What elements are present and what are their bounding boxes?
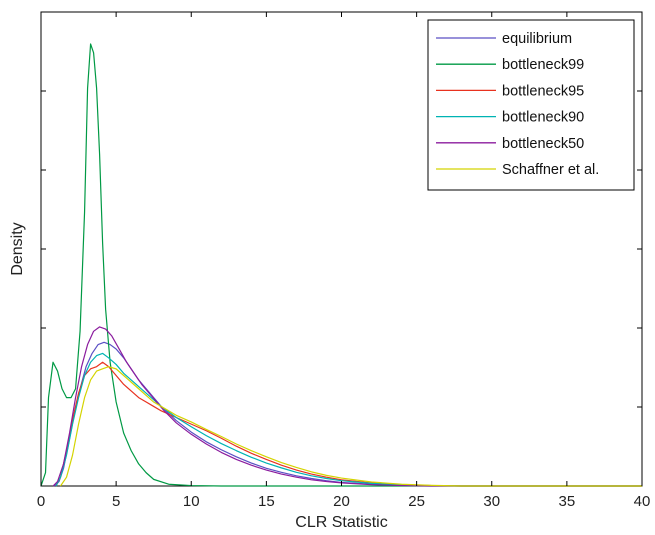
legend-label: equilibrium [502,31,572,47]
series-line-bottleneck95 [55,361,642,487]
legend-label: Schaffner et al. [502,162,599,178]
legend: equilibrium bottleneck99 bottleneck95 bottl… [427,19,635,191]
x-tick-label: 35 [559,493,576,510]
x-tick-label: 25 [408,493,425,510]
x-tick-label: 20 [333,493,350,510]
x-tick-label: 10 [183,493,200,510]
x-tick-label: 5 [112,493,120,510]
legend-label: bottleneck99 [502,57,584,73]
series-line-bottleneck99 [40,43,642,487]
axis-ticks [40,12,643,486]
series-line-schaffner-et-al [60,366,642,487]
legend-label: bottleneck90 [502,110,584,126]
x-tick-label: 0 [37,493,45,510]
series-line-bottleneck90 [55,352,642,487]
legend-label: bottleneck50 [502,136,584,152]
x-tick-label: 40 [634,493,651,510]
x-tick-labels: 0 5 10 15 20 25 30 35 40 [37,493,651,510]
x-tick-label: 30 [483,493,500,510]
y-axis-label: Density [9,222,26,275]
legend-box [427,19,635,191]
legend-label: bottleneck95 [502,83,584,99]
x-tick-label: 15 [258,493,275,510]
x-axis-label: CLR Statistic [295,514,387,531]
series-lines [40,43,642,487]
